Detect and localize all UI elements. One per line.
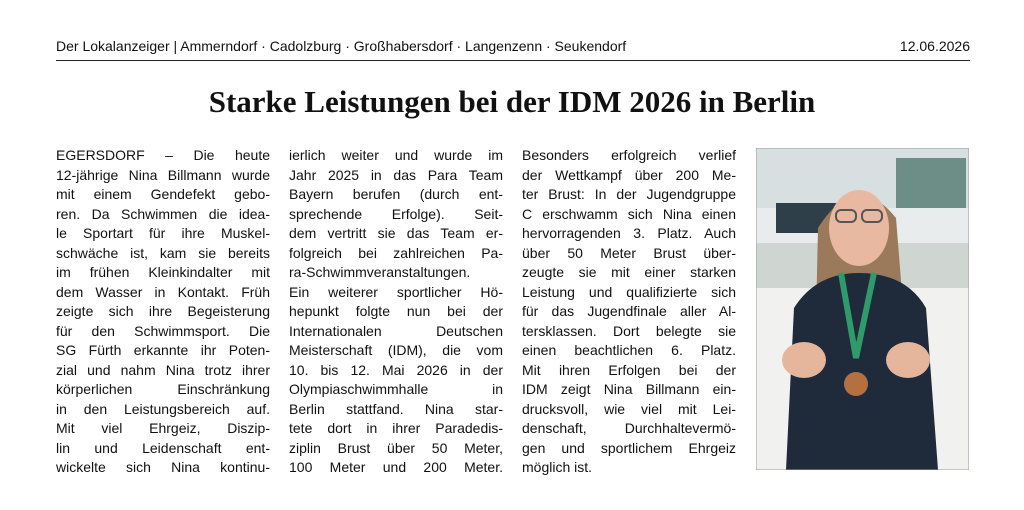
text-line: einen beachtlichen 6. Platz. — [522, 342, 736, 358]
text-line: sprechende Erfolge). Seit- — [289, 205, 503, 222]
text-line: ter Brust: In der Jugendgruppe — [522, 186, 736, 202]
text-line: IDM zeigt Nina Billmann ein- — [522, 381, 736, 397]
text-line: der Wettkampf über 200 Me- — [522, 166, 736, 183]
text-column: ierlich weiter und wurde im Jahr 2025 in … — [289, 146, 503, 478]
text-line: zial und nahm Nina trotz ihrer — [56, 361, 270, 378]
text-line: Olympiaschwimmhalle in — [289, 381, 503, 397]
text-line: EGERSDORF – Die heute — [56, 147, 270, 163]
header: Der Lokalanzeiger | Ammerndorf · Cadolzb… — [56, 38, 970, 61]
date: 12.06.2026 — [899, 38, 970, 54]
text-line: in den Leistungsbereich auf. — [56, 400, 270, 417]
text-line: dem Wasser in Kontakt. Früh — [56, 283, 270, 300]
text-line: SG Fürth erkannte ihr Poten- — [56, 342, 270, 358]
text-line: über 50 Meter Brust über- — [522, 244, 736, 261]
photo — [756, 148, 969, 470]
text-line: Jahr 2025 in das Para Team — [289, 166, 503, 183]
text-line: wickelte sich Nina kontinu- — [56, 459, 270, 475]
masthead: Der Lokalanzeiger | Ammerndorf · Cadolzb… — [56, 38, 627, 54]
text-line: tete dort in ihrer Paradedis- — [289, 420, 503, 436]
text-line: ierlich weiter und wurde im — [289, 147, 503, 163]
text-line: Ein weiterer sportlicher Hö- — [289, 283, 503, 300]
text-line: 12-jährige Nina Billmann wurde — [56, 166, 270, 183]
text-line: für das Jugendfinale aller Al- — [522, 303, 736, 319]
text-line: Mit ihren Erfolgen bei der — [522, 361, 736, 378]
text-line: tersklassen. Dort belegte sie — [522, 322, 736, 339]
text-line: 10. bis 12. Mai 2026 in der — [289, 361, 503, 378]
text-line: le Sportart für ihre Muskel- — [56, 225, 270, 241]
text-column: Besonders erfolgreich verlief der Wettkam… — [522, 146, 736, 478]
text-line: hepunkt folgte nun bei der — [289, 303, 503, 319]
text-line: folgreich bei zahlreichen Pa- — [289, 244, 503, 261]
text-line: ren. Da Schwimmen die idea- — [56, 205, 270, 222]
text-line: zeugte sie mit einer starken — [522, 264, 736, 280]
text-line: möglich ist. — [522, 459, 593, 475]
text-line: im frühen Kleinkindalter mit — [56, 264, 270, 280]
text-column: EGERSDORF – Die heute 12-jährige Nina Bil… — [56, 146, 270, 478]
text-line: Besonders erfolgreich verlief — [522, 147, 736, 163]
text-line: gen und sportlichem Ehrgeiz — [522, 439, 736, 456]
text-line: drucksvoll, wie viel mit Lei- — [522, 400, 736, 417]
text-line: ra-Schwimmveranstaltungen. — [289, 264, 471, 280]
text-line: zeigte sich ihre Begeisterung — [56, 303, 270, 319]
text-line: denschaft, Durchhaltevermö- — [522, 420, 736, 436]
text-line: lin und Leidenschaft ent- — [56, 439, 270, 456]
text-line: schwäche ist, kam sie bereits — [56, 244, 270, 261]
text-line: 100 Meter und 200 Meter. — [289, 459, 503, 475]
text-line: ziplin Brust über 50 Meter, — [289, 439, 503, 456]
text-line: Mit viel Ehrgeiz, Diszip- — [56, 420, 270, 436]
text-line: Berlin stattfand. Nina star- — [289, 400, 503, 417]
text-line: Meisterschaft (IDM), die vom — [289, 342, 503, 358]
text-line: C erschwamm sich Nina einen — [522, 205, 736, 222]
text-line: körperlichen Einschränkung — [56, 381, 270, 397]
text-line: mit einem Gendefekt gebo- — [56, 186, 270, 202]
text-line: Internationalen Deutschen — [289, 322, 503, 339]
text-line: Leistung und qualifizierte sich — [522, 283, 736, 300]
text-line: hervorragenden 3. Platz. Auch — [522, 225, 736, 241]
text-line: für den Schwimmsport. Die — [56, 322, 270, 339]
text-line: dem vertritt sie das Team er- — [289, 225, 503, 241]
text-line: Bayern berufen (durch ent- — [289, 186, 503, 202]
headline: Starke Leistungen bei der IDM 2026 in Be… — [208, 84, 816, 119]
